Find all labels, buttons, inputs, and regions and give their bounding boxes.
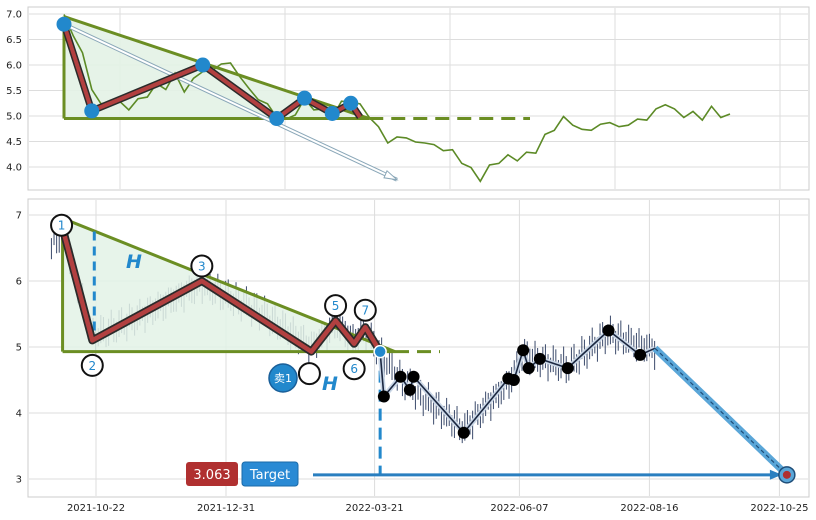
overview-projection-arrowhead (383, 169, 399, 181)
pivot-marker: 3 (190, 254, 214, 278)
target-label-text: Target (249, 468, 290, 483)
overview-y-ticks: 7.0 6.5 6.0 5.5 5.0 4.5 4.0 (6, 10, 22, 174)
projected-point (561, 362, 574, 375)
detail-x-tick-label: 2022-08-16 (620, 503, 678, 514)
pivot-label: 5 (332, 299, 340, 313)
pivot-marker: 6 (342, 357, 366, 381)
height-marker-right: H (322, 373, 338, 395)
overview-y-tick-label: 5.0 (6, 112, 22, 123)
projected-point (634, 348, 647, 361)
overview-y-tick-label: 6.0 (6, 61, 22, 72)
pivot-label: 3 (198, 260, 206, 274)
projected-point (522, 362, 535, 375)
pivot-ring (50, 213, 74, 237)
pivot-ring (190, 254, 214, 278)
projected-point (517, 344, 530, 357)
projected-point (403, 383, 416, 396)
pivot-ring (353, 298, 377, 322)
overview-pivot-point (195, 57, 211, 73)
projected-point (394, 370, 407, 383)
overview-y-tick-label: 4.5 (6, 137, 22, 148)
pivot-label: 7 (361, 304, 369, 318)
pivot-marker: 7 (353, 298, 377, 322)
pivot-marker (297, 362, 321, 386)
overview-y-tick-label: 6.5 (6, 35, 22, 46)
target-horizontal-arrowhead (769, 469, 782, 480)
detail-y-tick-label: 5 (16, 343, 22, 354)
overview-y-tick-label: 5.5 (6, 86, 22, 97)
overview-y-tick-label: 7.0 (6, 10, 22, 21)
target-point-inner (782, 470, 791, 479)
sell-badge-label: 卖1 (274, 372, 292, 385)
projected-point (507, 374, 520, 386)
pivot-label: 1 (58, 219, 66, 233)
pivot-marker: 2 (80, 353, 104, 377)
detail-plot: 1 2 3 5 6 7 (50, 213, 796, 484)
overview-upper-trendline (63, 15, 370, 120)
overview-pivot-point (84, 103, 100, 119)
target-value-badge: 3.063 (186, 462, 238, 486)
overview-pivot-point (343, 95, 359, 111)
overview-pivot-point (324, 105, 340, 121)
pivot-ring (342, 357, 366, 381)
overview-plot (56, 14, 731, 183)
detail-x-tick-label: 2021-12-31 (197, 503, 255, 514)
pivot-ring (324, 294, 348, 318)
target-label-badge: Target (241, 461, 299, 487)
sell-badge: 卖1 (268, 363, 298, 393)
projected-point (602, 324, 615, 337)
detail-pattern-line (60, 227, 383, 354)
detail-ticks: 7 6 5 4 3 2021-10-22 2021-12-31 2022-03-21 2022-… (16, 211, 809, 515)
detail-x-tick-label: 2022-03-21 (346, 503, 404, 514)
pivot-ring (297, 362, 321, 386)
detail-x-tick-label: 2021-10-22 (67, 503, 125, 514)
overview-pivot-point (56, 16, 72, 32)
detail-x-tick-label: 2022-06-07 (490, 503, 548, 514)
pivot-marker: 1 (50, 213, 74, 237)
pivot-label: 6 (350, 362, 358, 376)
detail-y-tick-label: 7 (16, 211, 22, 222)
overview-projection-arrow-core (63, 23, 398, 181)
overview-y-tick-label: 4.0 (6, 163, 22, 174)
projected-point (377, 390, 390, 403)
target-value-text: 3.063 (193, 468, 230, 483)
overview-pivot-point (269, 111, 285, 127)
detail-y-tick-label: 6 (16, 277, 22, 288)
target-arrow-line (654, 347, 788, 476)
pivot-ring (80, 353, 104, 377)
detail-x-tick-label: 2022-10-25 (750, 503, 808, 514)
projected-point (533, 352, 546, 365)
detail-y-tick-label: 3 (16, 475, 22, 486)
projected-point (407, 370, 420, 383)
overview-pivot-point (297, 90, 312, 106)
breakout-point (373, 344, 387, 359)
pivot-label: 2 (88, 359, 96, 373)
height-marker-left: H (126, 251, 142, 273)
detail-y-tick-label: 4 (16, 409, 22, 420)
pivot-marker: 5 (324, 294, 348, 318)
projected-point (457, 426, 470, 439)
